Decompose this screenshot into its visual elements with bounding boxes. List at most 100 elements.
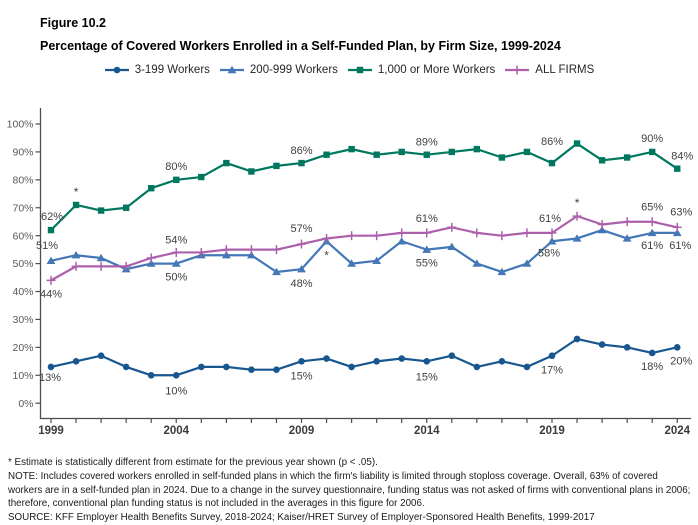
y-tick-label: 10% (12, 370, 33, 382)
data-point (622, 234, 632, 242)
data-point (248, 168, 255, 175)
data-point (548, 352, 556, 360)
circle-marker-icon (104, 66, 129, 74)
footnotes: * Estimate is statistically different fr… (8, 456, 694, 525)
data-point (497, 267, 507, 276)
data-point (573, 140, 581, 147)
point-label: 62% (41, 211, 63, 223)
asterisk-marker: * (324, 248, 329, 262)
data-point (498, 154, 506, 161)
legend-label: 1,000 or More Workers (377, 64, 496, 76)
data-point (273, 162, 280, 170)
y-tick-label: 100% (7, 119, 34, 131)
data-point (498, 358, 506, 365)
data-point (598, 341, 606, 348)
figure-label: Figure 10.2 (40, 16, 106, 30)
y-tick-label: 90% (12, 147, 33, 159)
data-point (423, 358, 431, 365)
point-labels: 62% 80% 86% 89% 86% 90% 84% 44% 54% 57% 61% 61% 65% 6… (36, 133, 694, 397)
data-point (623, 154, 631, 161)
y-tick-label: 40% (12, 286, 33, 298)
point-label: 57% (290, 223, 312, 235)
legend-item-200-999-workers: 200-999 Workers (219, 64, 338, 76)
legend-label: 200-999 Workers (249, 64, 338, 76)
significance-asterisks: * * * (74, 185, 580, 262)
data-point (122, 204, 130, 211)
data-point (547, 237, 557, 245)
data-point (198, 173, 205, 181)
data-point (673, 344, 681, 351)
footnote-significance: * Estimate is statistically different fr… (8, 457, 378, 468)
data-point (598, 157, 606, 164)
point-label: 86% (541, 136, 563, 148)
y-tick-label: 60% (12, 230, 33, 242)
legend-item-all-firms: ALL FIRMS (504, 64, 594, 76)
series-line-1-000-or-more-workers (50, 142, 678, 231)
point-label: 63% (670, 206, 692, 218)
data-point (373, 358, 380, 365)
data-point (423, 151, 430, 158)
data-point (472, 259, 482, 267)
point-label: 20% (670, 355, 692, 367)
data-point (597, 225, 607, 234)
data-point (47, 363, 55, 371)
data-point (221, 251, 231, 259)
triangle-marker-icon (219, 65, 244, 74)
data-point (298, 159, 305, 167)
data-point (46, 256, 56, 265)
point-label: 10% (165, 385, 187, 397)
data-point (97, 207, 105, 214)
data-point (522, 259, 532, 267)
data-point (572, 234, 582, 242)
x-tick-label: 2014 (414, 425, 440, 437)
point-label: 55% (416, 258, 438, 270)
data-point (148, 185, 155, 192)
x-tick-label: 2019 (539, 425, 565, 437)
series-all-firms (46, 211, 682, 285)
data-point (198, 363, 205, 371)
point-label: 48% (290, 278, 312, 290)
point-label: 89% (416, 137, 438, 149)
series-line-3-199-workers (50, 337, 678, 377)
x-axis-ticks: 1999 2004 2009 2014 2019 2024 (38, 418, 691, 437)
data-point (323, 151, 330, 158)
data-point (223, 159, 230, 167)
data-point (173, 176, 180, 184)
y-tick-label: 30% (12, 314, 33, 326)
legend-item-1-000-or-more-workers: 1,000 or More Workers (347, 64, 495, 76)
data-point (448, 148, 455, 156)
data-point (647, 228, 657, 237)
data-point (172, 371, 180, 379)
data-point (523, 363, 531, 371)
point-label: 65% (641, 202, 663, 214)
data-point (397, 237, 407, 245)
data-point (298, 358, 305, 365)
asterisk-marker: * (74, 185, 79, 199)
data-point (447, 242, 457, 251)
point-label: 17% (541, 365, 563, 377)
legend-label: ALL FIRMS (535, 64, 595, 76)
data-point (548, 159, 556, 167)
legend-item-3-199-workers: 3-199 Workers (104, 64, 210, 76)
data-point (398, 148, 405, 156)
chart-legend: 3-199 Workers 200-999 Workers 1,000 or Mor… (0, 64, 698, 76)
y-tick-label: 70% (12, 202, 33, 214)
data-point (147, 371, 155, 379)
point-label: 54% (165, 234, 187, 246)
y-tick-label: 80% (12, 174, 33, 186)
asterisk-marker: * (575, 196, 580, 210)
x-tick-label: 2024 (664, 425, 690, 437)
data-point (573, 335, 581, 343)
point-label: 90% (641, 133, 663, 145)
point-label: 58% (538, 247, 560, 259)
x-tick-label: 2004 (163, 425, 189, 437)
data-point (247, 251, 256, 259)
point-label: 86% (290, 145, 312, 157)
data-point (72, 201, 80, 209)
data-point (71, 251, 81, 259)
y-tick-label: 0% (18, 398, 33, 410)
data-point (97, 352, 105, 360)
data-point (649, 148, 656, 156)
